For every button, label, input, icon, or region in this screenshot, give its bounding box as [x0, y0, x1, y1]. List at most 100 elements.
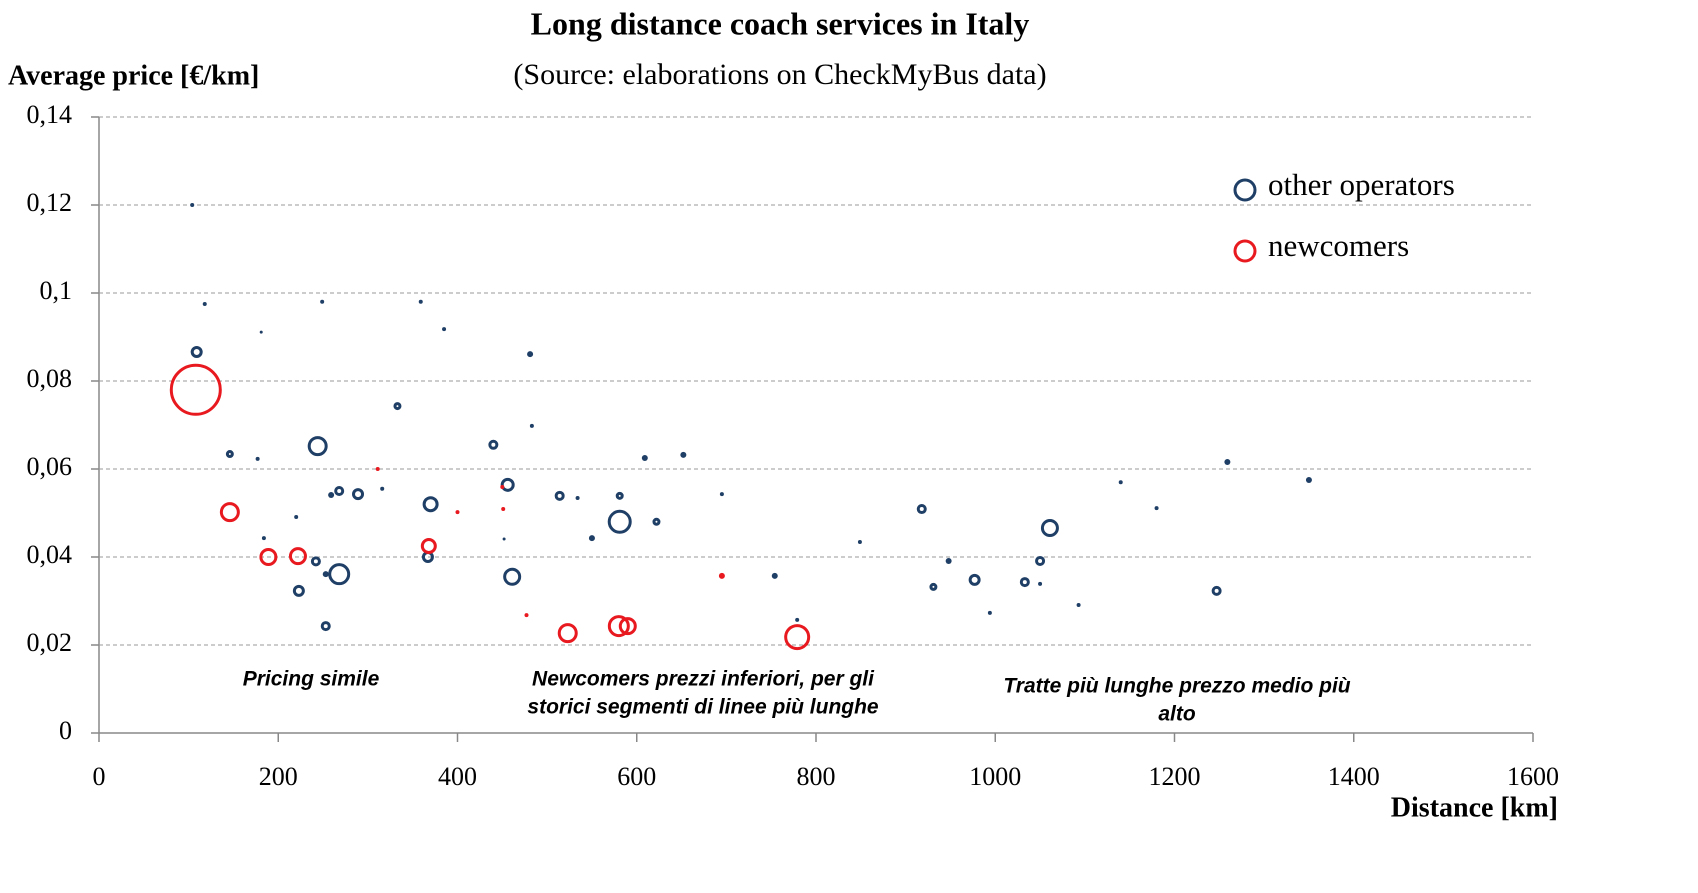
x-tick-label: 1600 — [1507, 762, 1559, 791]
bubble — [501, 507, 506, 512]
chart-title: Long distance coach services in Italy — [531, 5, 1030, 41]
bubble — [857, 540, 862, 545]
bubble — [328, 491, 335, 498]
annotation: Newcomers prezzi inferiori, per gli — [532, 668, 875, 691]
y-tick-label: 0,14 — [27, 100, 73, 129]
bubble — [524, 613, 529, 618]
bubble — [261, 536, 266, 541]
y-tick-label: 0,02 — [27, 628, 73, 657]
x-axis-label: Distance [km] — [1391, 792, 1558, 823]
annotation: Tratte più lunghe prezzo medio più — [1003, 675, 1350, 698]
legend-marker — [1233, 239, 1257, 263]
bubble — [1305, 477, 1312, 483]
bubble — [575, 496, 580, 501]
bubble — [334, 486, 345, 496]
bubble — [202, 302, 207, 306]
bubble — [529, 423, 534, 428]
bubble — [488, 439, 499, 450]
bubble — [255, 456, 260, 461]
y-tick-label: 0 — [59, 716, 72, 745]
bubble — [1040, 518, 1059, 537]
bubble — [641, 455, 648, 461]
bubble — [190, 203, 195, 207]
bubble — [500, 485, 505, 490]
bubble — [771, 572, 778, 579]
bubble — [527, 351, 534, 358]
bubble — [554, 490, 565, 501]
bubble — [219, 502, 240, 523]
bubble — [1224, 458, 1231, 465]
bubble — [292, 584, 305, 597]
bubble — [320, 621, 331, 632]
y-tick-label: 0,06 — [27, 452, 73, 481]
bubble — [294, 514, 299, 519]
bubble — [259, 548, 278, 566]
y-tick-label: 0,12 — [27, 188, 73, 217]
annotation: storici segmenti di linee più lunghe — [527, 696, 879, 719]
bubble — [320, 299, 325, 304]
bubble — [968, 573, 981, 586]
bubble — [307, 436, 328, 457]
bubble — [945, 557, 952, 564]
bubble — [916, 504, 927, 515]
bubble — [380, 486, 385, 491]
bubble — [1154, 506, 1159, 511]
legend-label: other operators — [1268, 167, 1455, 202]
annotation: Pricing simile — [243, 668, 380, 691]
bubble — [259, 330, 263, 334]
bubble — [557, 623, 578, 644]
chart-subtitle: (Source: elaborations on CheckMyBus data… — [513, 58, 1046, 91]
x-tick-label: 600 — [617, 762, 656, 791]
x-tick-label: 1200 — [1149, 762, 1201, 791]
y-tick-label: 0,04 — [27, 540, 73, 569]
bubble — [1035, 555, 1046, 566]
bubble — [502, 537, 506, 541]
bubble — [784, 624, 811, 651]
bubble — [680, 451, 687, 458]
bubble — [607, 509, 632, 534]
y-tick-label: 0,1 — [40, 276, 73, 305]
bubble — [169, 363, 222, 416]
x-tick-label: 0 — [93, 762, 106, 791]
bubble — [1038, 581, 1043, 586]
bubble — [1118, 480, 1123, 485]
y-axis-label: Average price [€/km] — [8, 60, 259, 91]
bubble — [328, 563, 351, 586]
bubble — [418, 299, 423, 304]
bubble — [503, 567, 522, 586]
bubble — [288, 547, 307, 566]
bubble — [442, 327, 447, 332]
x-tick-label: 1000 — [969, 762, 1021, 791]
bubble — [190, 345, 203, 358]
legend-marker — [1233, 178, 1257, 202]
bubble — [929, 582, 938, 591]
x-tick-label: 1400 — [1328, 762, 1380, 791]
y-tick-label: 0,08 — [27, 364, 73, 393]
bubble — [588, 535, 595, 542]
bubble — [719, 492, 724, 497]
bubble — [310, 556, 321, 567]
bubble — [607, 615, 630, 638]
x-tick-label: 200 — [259, 762, 298, 791]
bubble — [618, 617, 637, 636]
bubble — [615, 491, 624, 500]
bubble — [718, 572, 725, 579]
bubble — [420, 538, 437, 554]
annotation: alto — [1158, 703, 1196, 726]
bubble — [1076, 602, 1081, 607]
bubble — [652, 517, 661, 526]
bubble — [795, 617, 800, 622]
x-tick-label: 400 — [438, 762, 477, 791]
bubble — [393, 402, 402, 411]
bubble — [987, 610, 992, 615]
bubble — [375, 467, 380, 471]
bubble — [500, 477, 515, 492]
bubble — [352, 488, 365, 501]
bubble — [1211, 585, 1222, 596]
bubble — [455, 510, 460, 515]
bubble — [1019, 577, 1030, 588]
bubble — [422, 496, 439, 513]
legend-label: newcomers — [1268, 228, 1409, 263]
bubble — [225, 450, 234, 459]
